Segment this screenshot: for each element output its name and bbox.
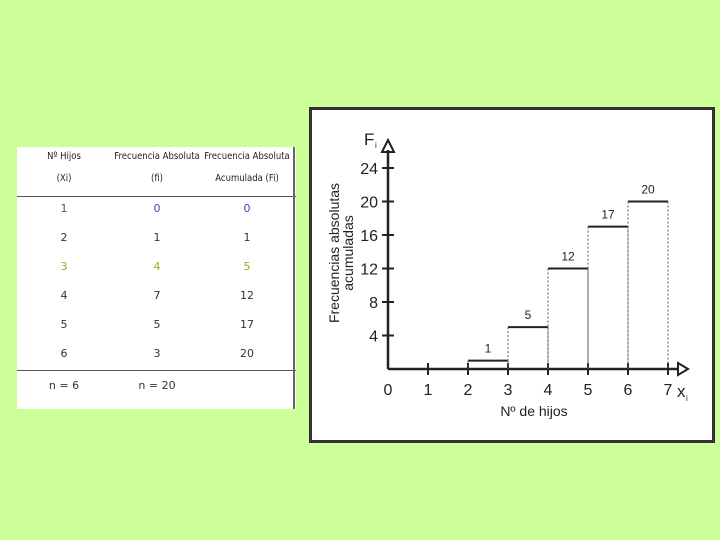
table-cell: 3 [60,260,68,273]
y-axis-arrow [380,137,396,153]
x-axis-label: Nº de hijos [500,403,567,419]
table-header: Nº Hijos (Xi) [17,151,111,185]
x-tick-label: 4 [544,382,553,399]
table-footer-rule [17,370,296,371]
table-cell: 12 [240,289,254,302]
table-cell: 20 [240,347,254,360]
table-cell: 1 [243,231,251,244]
x-tick-label: 5 [584,382,593,399]
y-tick-label: 8 [369,295,378,312]
frequency-table: Nº Hijos (Xi) Frecuencia Absoluta (fi) Frecu… [17,147,296,409]
table-cell: 17 [240,318,254,331]
table-cell: 0 [153,202,161,215]
x-tick-label: 1 [424,382,433,399]
x-axis-symbol: x [677,382,686,401]
x-axis-arrow [677,361,690,377]
x-tick-label: 2 [464,382,473,399]
table-header-line2: (fi) [150,173,163,184]
y-tick-label: 16 [360,228,378,245]
table-header-line1: Nº Hijos [47,151,81,162]
y-tick-label: 20 [360,195,378,212]
y-tick-label: 12 [360,262,378,279]
step-value-label: 5 [525,308,532,322]
y-axis-subscript: i [375,141,377,150]
table-header-line1: Frecuencia Absoluta [114,151,200,162]
table-cell: 4 [60,289,68,302]
table-cell: 0 [243,202,251,215]
table-cell: 1 [153,231,161,244]
y-axis-symbol: F [364,130,374,149]
table-right-rule [293,147,295,409]
table-cell: 1 [60,202,68,215]
x-axis-subscript: i [686,394,688,403]
step-value-label: 20 [641,183,655,197]
table-cell: 5 [243,260,251,273]
y-axis-label-line2: acumuladas [340,215,356,291]
table-header-line2: (Xi) [56,173,72,184]
y-axis-label-line1: Frecuencias absolutas [326,183,342,323]
table-header-rule [17,196,296,197]
y-tick-label: 24 [360,161,378,178]
table-footer-cell: n = 6 [48,379,80,392]
table-header-line1: Frecuencia Absoluta [204,151,290,162]
table-cell: 5 [153,318,161,331]
table-cell: 5 [60,318,68,331]
y-tick-label: 4 [369,329,378,346]
table-footer-cell: n = 20 [138,379,176,392]
x-tick-label: 6 [624,382,633,399]
table-header: Frecuencia Absoluta Acumulada (Fi) [200,151,294,185]
x-tick-label: 3 [504,382,513,399]
x-tick-label: 7 [664,382,673,399]
table-cell: 7 [153,289,161,302]
table-cell: 2 [60,231,68,244]
step-value-label: 17 [601,208,615,222]
table-cell: 4 [153,260,161,273]
step-value-label: 12 [561,250,575,264]
table-cell: 3 [153,347,161,360]
x-tick-label: 0 [384,382,393,399]
step-value-label: 1 [485,342,492,356]
table-cell: 6 [60,347,68,360]
table-header-line2: Acumulada (Fi) [215,173,279,184]
table-header: Frecuencia Absoluta (fi) [110,151,204,185]
